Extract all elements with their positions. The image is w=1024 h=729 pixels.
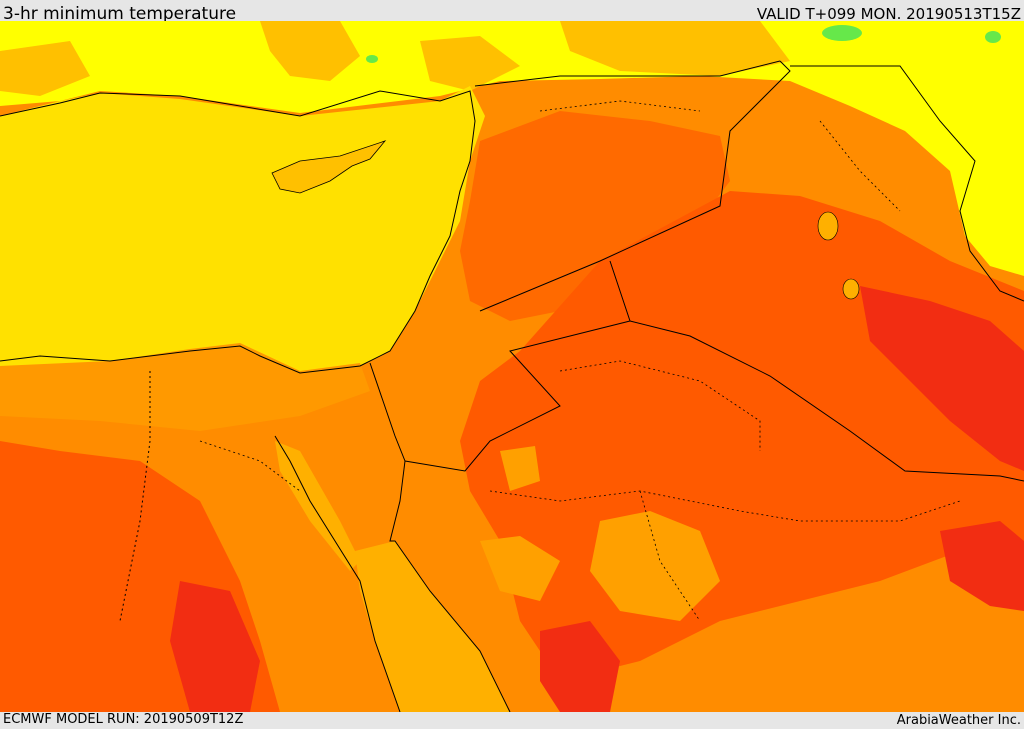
- arabia-amber-2: [480, 536, 560, 601]
- levant-interior: [460, 111, 730, 321]
- credit: ArabiaWeather Inc.: [896, 713, 1021, 728]
- border-syria-iraq: [479, 60, 791, 312]
- green-spot-1: [822, 25, 862, 41]
- arabia-amber-3: [500, 446, 540, 491]
- border-turkey-syria: [474, 60, 781, 87]
- border-iraq-iran: [790, 65, 1024, 302]
- lake-1: [817, 211, 839, 241]
- temperature-map: [0, 21, 1024, 712]
- lake-2: [842, 278, 860, 300]
- map-title: 3-hr minimum temperature: [3, 4, 237, 24]
- egypt-red-2: [170, 581, 260, 712]
- north-africa-coast: [0, 343, 370, 431]
- north-amber-4: [0, 41, 90, 96]
- valid-time: VALID T+099 MON. 20190513T15Z: [756, 5, 1021, 23]
- saudi-red-1: [540, 621, 620, 712]
- green-spot-3: [366, 55, 378, 63]
- model-run: ECMWF MODEL RUN: 20190509T12Z: [3, 712, 244, 727]
- footer-bar: ECMWF MODEL RUN: 20190509T12Z ArabiaWeat…: [0, 712, 1024, 729]
- redsea-coast-east: [389, 460, 511, 712]
- north-amber-3: [560, 21, 790, 76]
- east-hot-zone: [940, 521, 1024, 611]
- red-sea: [355, 541, 510, 712]
- border-iraq-saudi: [629, 320, 1024, 482]
- north-yellow-band: [0, 21, 1024, 276]
- cyprus: [271, 140, 387, 194]
- border-egypt-libya: [119, 371, 151, 622]
- iraq-hot-zone: [860, 286, 1024, 471]
- border-egypt-sinai: [369, 362, 406, 462]
- redsea-coast-west: [274, 435, 401, 712]
- north-amber-2: [420, 36, 520, 91]
- med-coastline: [0, 90, 476, 374]
- header-bar: 3-hr minimum temperature VALID T+099 MON…: [0, 0, 1024, 24]
- green-spot-2: [985, 31, 1001, 43]
- north-amber-1: [260, 21, 360, 81]
- arabia-amber-1: [590, 511, 720, 621]
